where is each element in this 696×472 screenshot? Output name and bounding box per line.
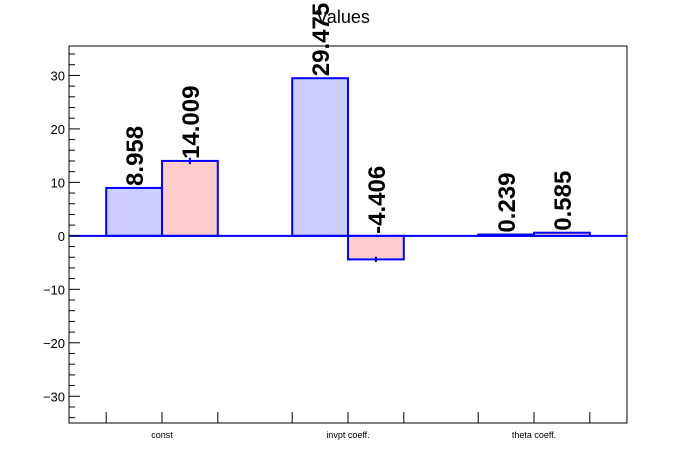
y-tick-label: 20	[51, 122, 65, 137]
x-category-label: const	[151, 430, 173, 440]
data-label-2-1: 14.009	[178, 86, 205, 159]
data-label-2-3: 0.585	[550, 171, 577, 231]
data-label-2-2: -4.406	[364, 166, 391, 234]
bar-2-2	[347, 234, 405, 261]
bar-1-2	[291, 77, 350, 237]
data-label-1-3: 0.239	[494, 172, 521, 232]
y-tick-label: 30	[51, 68, 65, 83]
chart-title: Values	[316, 7, 370, 27]
y-tick-label: −20	[43, 336, 65, 351]
bar-1-1	[105, 186, 163, 237]
y-tick-label: 10	[51, 175, 65, 190]
bar-2-1	[161, 159, 219, 237]
x-category-label: invpt coeff.	[326, 430, 369, 440]
data-label-1-1: 8.958	[122, 126, 149, 186]
y-tick-label: 0	[58, 229, 65, 244]
y-tick-label: −30	[43, 389, 65, 404]
x-category-label: theta coeff.	[512, 430, 556, 440]
y-tick-label: −10	[43, 282, 65, 297]
data-label-1-2: 29.475	[308, 3, 335, 76]
